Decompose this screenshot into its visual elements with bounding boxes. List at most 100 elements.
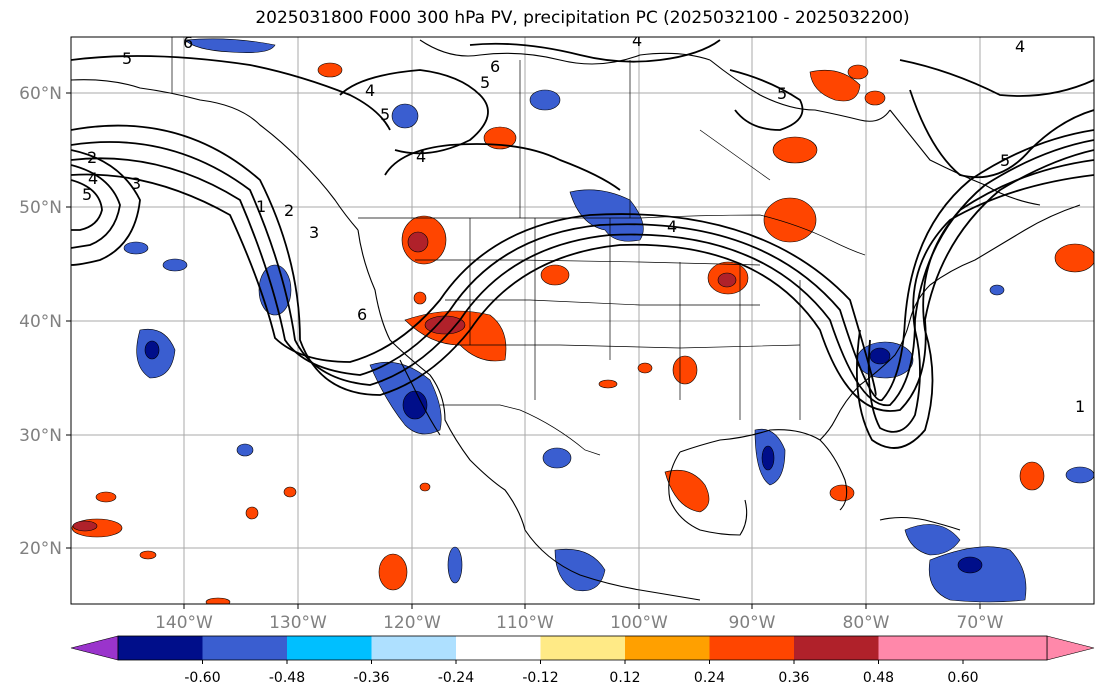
pv-contour-ne-2: [909, 89, 1094, 179]
pv-contour-ne-1: [899, 59, 1094, 97]
contour-label: 4: [416, 147, 426, 166]
contour-label: 6: [490, 57, 500, 76]
colorbar-tick-label: -0.24: [438, 670, 474, 686]
contour-label: 5: [380, 105, 390, 124]
pos-anomaly-florida: [829, 484, 855, 502]
lat-label-60n: 60°N: [19, 84, 62, 104]
lon-label-70w: 70°W: [957, 613, 1004, 633]
coast-baja: [399, 359, 441, 436]
coast-atlantic: [859, 204, 1081, 386]
pv-contour-ridge-2: [71, 139, 1094, 407]
pv-contour-trough-1: [856, 159, 1094, 449]
contour-label: 1: [1075, 397, 1085, 416]
neg-anomaly-carolinas-core: [869, 347, 891, 365]
neg-anomaly-alaska: [529, 89, 561, 111]
lat-label-40n: 40°N: [19, 312, 62, 332]
contour-label: 2: [284, 201, 294, 220]
pos-anomaly-pacific-bottom: [205, 597, 231, 604]
colorbar-tick-label: -0.36: [353, 670, 389, 686]
neg-anomaly-atlantic-n: [989, 284, 1005, 296]
pv-contour-ridge-1: [71, 124, 1094, 412]
map-plot-area: 5 6 5 4 4 5 4 6 5 2 4 3 5 1 2 3 4 6 5 4 …: [71, 33, 1094, 604]
pos-anomaly-pnw-core: [407, 231, 429, 253]
colorbar-segment: [118, 636, 203, 660]
lon-label-120w: 120°W: [383, 613, 441, 633]
neg-anomaly-pacific-center-core: [144, 340, 160, 360]
neg-anomaly-canada-prairies: [569, 189, 644, 242]
colorbar-tick-label: -0.60: [184, 670, 220, 686]
border-canada-c: [699, 129, 771, 181]
contour-label: 3: [131, 174, 141, 193]
colorbar-segment: [456, 636, 541, 660]
neg-anomaly-yucatan: [542, 447, 572, 469]
pv-contour-labels: 5 6 5 4 4 5 4 6 5 2 4 3 5 1 2 3 4 6 5 4 …: [82, 33, 1085, 416]
pos-anomaly-hudson-n: [847, 64, 869, 80]
lat-label-30n: 30°N: [19, 426, 62, 446]
contour-label: 4: [667, 217, 677, 236]
lat-label-50n: 50°N: [19, 198, 62, 218]
pos-anomaly-nova-scotia: [1054, 243, 1094, 273]
pos-anomaly-pacific-s1: [95, 491, 117, 503]
pv-contour-north-3: [384, 143, 621, 191]
lat-label-20n: 20°N: [19, 539, 62, 559]
colorbar-tick-label: -0.12: [522, 670, 558, 686]
pv-contour-north-1: [71, 55, 391, 131]
neg-anomaly-caribbean: [904, 524, 961, 556]
colorbar-extend-right: [1046, 635, 1095, 661]
contour-label: 3: [309, 223, 319, 242]
colorbar-tick-label: 0.48: [863, 670, 894, 686]
pos-anomaly-mexico-cent: [419, 482, 431, 492]
lon-label-100w: 100°W: [610, 613, 668, 633]
coast-labrador: [889, 109, 1041, 206]
pos-anomaly-mexico-pac: [378, 553, 408, 591]
pv-contour-low-1: [71, 149, 141, 266]
pos-anomaly-hudson: [809, 69, 861, 102]
precip-negative-anomalies: [123, 38, 1094, 603]
contour-label: 2: [87, 148, 97, 167]
border-state-a: [415, 259, 761, 266]
lon-label-130w: 130°W: [269, 613, 327, 633]
pos-anomaly-upper-midwest-core: [717, 272, 737, 288]
coast-alaska: [71, 79, 359, 231]
border-us-canada: [358, 214, 866, 256]
pos-anomaly-atlantic-mid: [1019, 461, 1045, 491]
pv-contour-trough-2: [867, 174, 1094, 433]
colorbar-tick-label: 0.12: [609, 670, 640, 686]
contour-label: 5: [480, 73, 490, 92]
colorbar-tick-label: 0.24: [694, 670, 725, 686]
pv-contour-low-3: [71, 179, 103, 231]
colorbar-extend-left: [70, 635, 119, 661]
pos-anomaly-yukon: [317, 62, 343, 78]
neg-anomaly-offshore-ca: [258, 264, 292, 316]
contour-label: 4: [88, 169, 98, 188]
colorbar-segment: [794, 636, 879, 660]
neg-anomaly-bc-coast: [391, 103, 419, 129]
colorbar-segment: [371, 636, 456, 660]
neg-anomaly-caribbean-east: [928, 546, 1027, 603]
colorbar-segment: [709, 636, 794, 660]
neg-anomaly-pacific-west: [162, 258, 188, 272]
pv-contour-ridge-3: [71, 129, 1094, 401]
contour-label: 4: [1015, 37, 1025, 56]
contour-label: 4: [365, 81, 375, 100]
pos-anomaly-plains: [540, 264, 570, 286]
colorbar-tick-label: 0.36: [778, 670, 809, 686]
coast-hudson: [709, 59, 891, 122]
pos-anomaly-quebec-n: [864, 90, 886, 106]
colorbar-tick-label: -0.48: [269, 670, 305, 686]
pv-contours: [71, 39, 1094, 449]
border-us-mexico: [440, 404, 601, 456]
colorbar-tick-label: 0.60: [947, 670, 978, 686]
coast-gulf: [679, 429, 848, 511]
neg-anomaly-pacific-gulf: [123, 241, 149, 255]
colorbar-frame: [117, 635, 1048, 661]
contour-label: 6: [183, 33, 193, 52]
colorbar-last-segment: [963, 636, 1047, 660]
pos-anomaly-pacific-s2: [139, 550, 157, 560]
neg-anomaly-atlantic-east: [1065, 466, 1094, 484]
contour-label: 5: [777, 84, 787, 103]
pos-anomaly-nevada: [413, 291, 427, 305]
coast-cuba: [879, 516, 961, 531]
border-state-b: [445, 299, 760, 306]
